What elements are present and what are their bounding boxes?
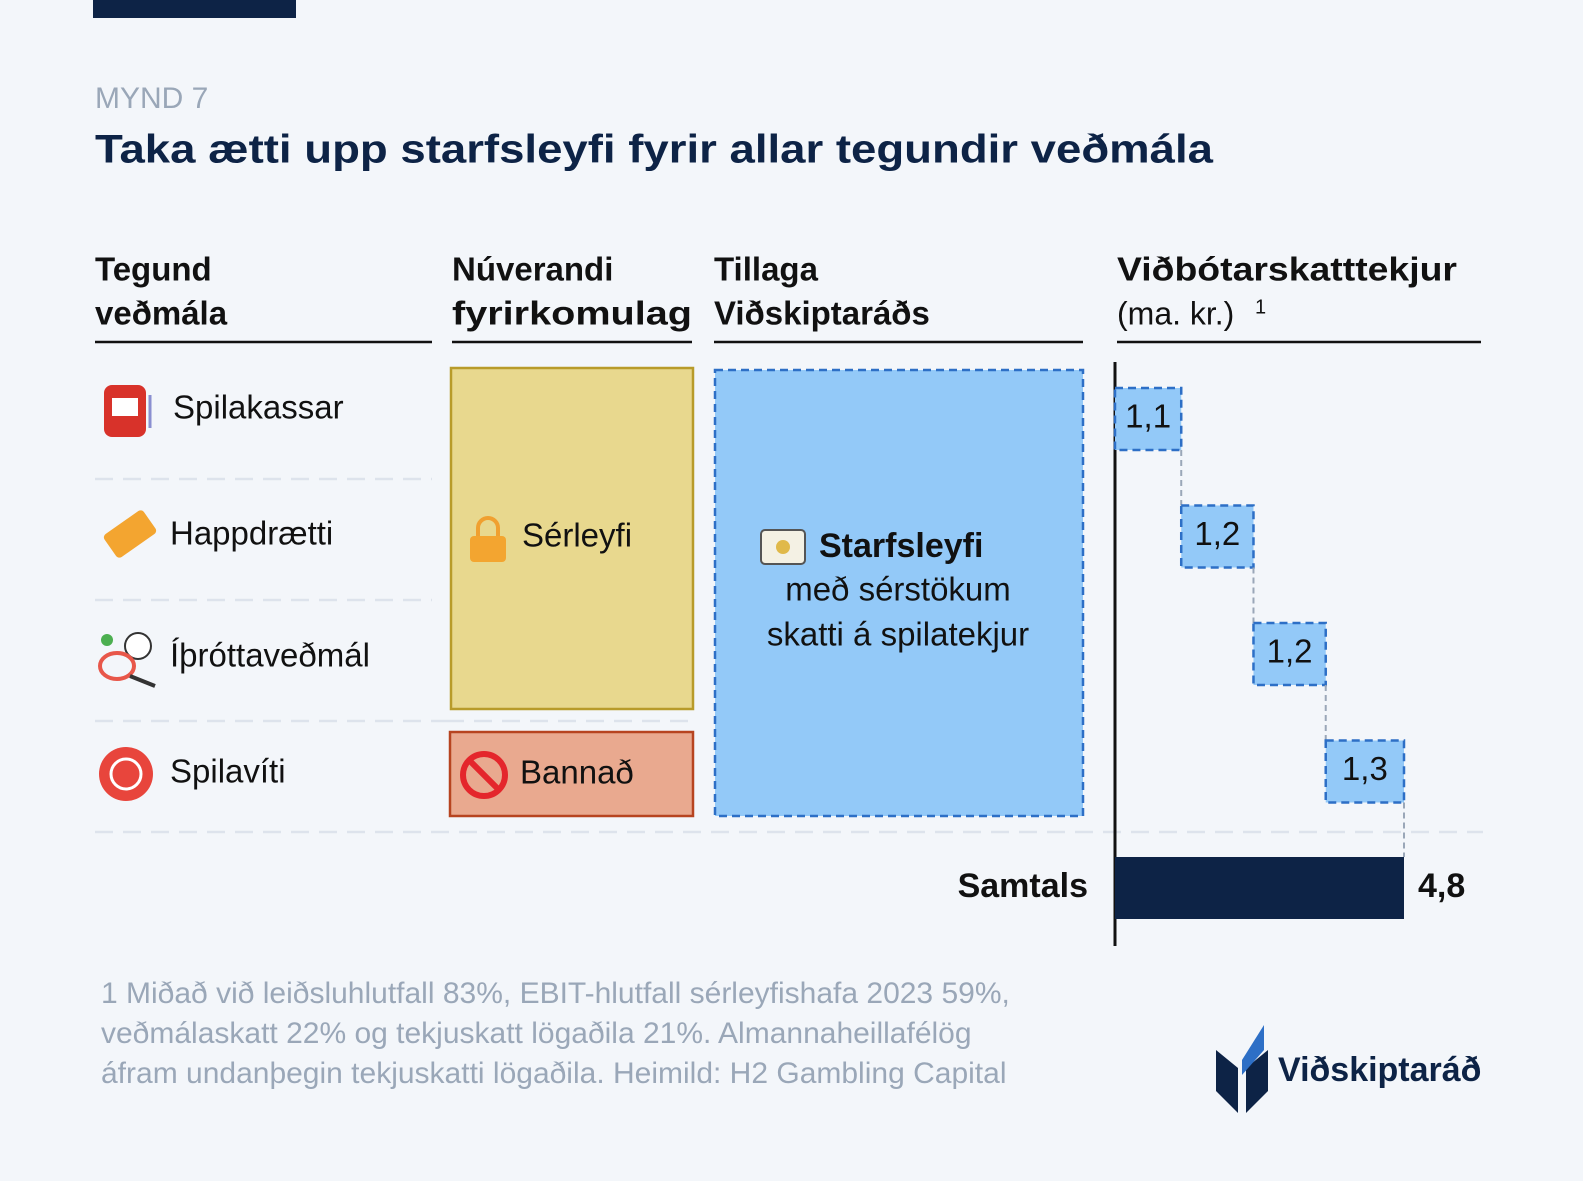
total-bar	[1115, 857, 1404, 919]
banned-label: Bannað	[520, 754, 634, 791]
bar	[1324, 739, 1406, 804]
column-subheader: (ma. kr.)	[1117, 295, 1234, 331]
column-header: Núverandi	[452, 251, 613, 288]
icon-certificate	[760, 529, 806, 565]
column-header: fyrirkomulag	[452, 295, 692, 332]
value-label: 1,3	[1342, 750, 1388, 787]
column-header: Tegund	[95, 251, 212, 288]
top-bar	[93, 0, 296, 18]
column-header: Tillaga	[714, 251, 819, 288]
title: Taka ætti upp starfsleyfi fyrir allar te…	[95, 128, 1214, 172]
figure-label: MYND 7	[95, 82, 208, 115]
logo-mark	[1216, 1025, 1268, 1113]
footnote-line: áfram undanþegin tekjuskatti lögaðila. H…	[101, 1057, 1006, 1090]
category-label: Spilakassar	[173, 389, 344, 426]
column-header: veðmála	[95, 295, 228, 332]
footnote-line: veðmálaskatt 22% og tekjuskatt lögaðila …	[101, 1017, 972, 1050]
row-separators	[95, 477, 1483, 834]
icon-lock	[470, 516, 506, 562]
value-label: 1,2	[1194, 515, 1240, 552]
total-name: Samtals	[958, 867, 1088, 905]
value-label: 1,1	[1125, 398, 1171, 435]
bar	[1179, 504, 1255, 569]
icon-ticket	[103, 510, 157, 558]
column-header: Viðskiptaráðs	[714, 295, 930, 332]
category-label: Íþróttaveðmál	[170, 637, 370, 674]
icon-chip	[99, 747, 153, 801]
banned-box	[448, 730, 695, 818]
waterfall: Spilakassar 1,1 Happdrætti 1,2 Íþróttaveðmál…	[170, 386, 1465, 919]
licensed-label: Sérleyfi	[522, 517, 632, 554]
footnote-line: 1 Miðað við leiðsluhlutfall 83%, EBIT-hl…	[101, 977, 1010, 1010]
proposal-text: skatti á spilatekjur	[767, 616, 1029, 653]
total-label: 4,8	[1418, 867, 1465, 905]
icon-sports	[98, 632, 156, 688]
bar	[1113, 386, 1183, 452]
category-label: Spilavíti	[170, 753, 286, 790]
logo-text: Viðskiptaráð	[1278, 1051, 1481, 1089]
proposal-box	[713, 368, 1085, 818]
proposal-bold: Starfsleyfi	[819, 527, 983, 565]
icon-slot-machine	[104, 385, 152, 437]
value-label: 1,2	[1267, 633, 1313, 670]
column-header: Viðbótarskatttekjur	[1117, 251, 1457, 288]
category-label: Happdrætti	[170, 515, 333, 552]
icon-prohibited	[460, 751, 508, 799]
bar	[1252, 621, 1327, 687]
footnote: 1 Miðað við leiðsluhlutfall 83%, EBIT-hl…	[101, 977, 1010, 1090]
note-mark: 1	[1255, 296, 1266, 318]
proposal-text: með sérstökum	[785, 571, 1011, 608]
